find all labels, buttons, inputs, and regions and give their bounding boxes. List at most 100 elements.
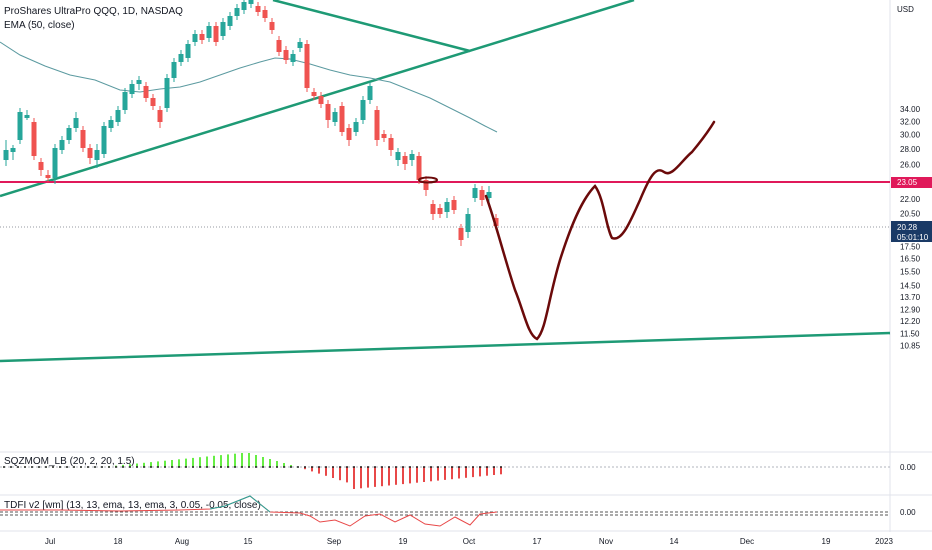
sqz-dot — [416, 466, 418, 468]
ema-line — [0, 41, 498, 133]
candle-body — [248, 0, 254, 4]
y-tick-label: 12.20 — [900, 317, 921, 326]
sqz-bar — [318, 467, 320, 474]
candle-body — [157, 110, 163, 122]
tdfi-legend[interactable]: TDFI v2 [wm] (13, 13, ema, 13, ema, 3, 0… — [4, 500, 261, 511]
x-tick-label: 18 — [114, 537, 123, 546]
candle-body — [276, 40, 282, 52]
x-tick-label: 19 — [399, 537, 408, 546]
sqz-dot — [227, 466, 229, 468]
sqz-dot — [304, 466, 306, 468]
sqz-dot — [80, 466, 82, 468]
level-price-text: 23.05 — [897, 178, 918, 187]
candle-body — [52, 148, 58, 178]
sqz-dot — [486, 466, 488, 468]
candle-body — [423, 180, 429, 190]
candle-body — [465, 214, 471, 232]
y-tick-label: 17.50 — [900, 242, 921, 251]
sqz-bar — [234, 453, 236, 467]
sqz-dot — [31, 466, 33, 468]
sqz-dot — [381, 466, 383, 468]
candle-body — [192, 34, 198, 42]
candle-body — [143, 86, 149, 98]
candle-body — [472, 188, 478, 198]
sqz-dot — [311, 466, 313, 468]
candle-body — [458, 228, 464, 240]
sqz-dot — [87, 466, 89, 468]
sqz-dot — [248, 466, 250, 468]
candle-body — [171, 62, 177, 78]
sqz-bar — [402, 467, 404, 485]
sqz-dot — [346, 466, 348, 468]
candle-body — [17, 112, 23, 140]
sqz-dot — [472, 466, 474, 468]
sqz-dot — [374, 466, 376, 468]
sqz-dot — [3, 466, 5, 468]
candle-body — [220, 22, 226, 36]
x-tick-label: 14 — [670, 537, 679, 546]
candle-body — [409, 154, 415, 160]
y-tick-label: 15.50 — [900, 268, 921, 277]
sqz-dot — [10, 466, 12, 468]
x-axis-ticks: Jul 18 Aug 15 Sep 19 Oct 17 Nov 14 Dec 19 2023 — [45, 537, 894, 546]
candle-body — [444, 202, 450, 212]
sqz-dot — [101, 466, 103, 468]
candle-body — [290, 54, 296, 62]
candle-body — [416, 156, 422, 180]
candle-body — [101, 126, 107, 154]
forecast-drawing[interactable] — [484, 120, 716, 341]
sqz-bar — [185, 458, 187, 467]
sqz-bar — [206, 456, 208, 467]
current-price-text: 20.28 — [897, 223, 918, 232]
sqz-bar — [199, 457, 201, 467]
x-tick-label: 19 — [822, 537, 831, 546]
ema-legend[interactable]: EMA (50, close) — [4, 20, 75, 31]
sqz-bar — [255, 455, 257, 467]
sqz-bar — [220, 455, 222, 467]
candle-body — [269, 22, 275, 30]
sqz-bar — [276, 461, 278, 467]
sqz-dot — [500, 466, 502, 468]
candle-body — [73, 118, 79, 128]
sqz-bar — [493, 467, 495, 475]
sqz-bar — [381, 467, 383, 487]
sqz-dot — [283, 466, 285, 468]
x-tick-label: 15 — [244, 537, 253, 546]
sqz-dot — [206, 466, 208, 468]
level-price-tag — [891, 177, 932, 188]
candle-body — [150, 98, 156, 106]
candle-body — [339, 106, 345, 132]
sqz-bar — [269, 459, 271, 467]
trendline-rising[interactable] — [0, 0, 635, 198]
trendline-upper[interactable] — [272, 0, 471, 53]
sqz-dot — [122, 466, 124, 468]
candle-body — [262, 10, 268, 18]
candle-body — [430, 204, 436, 214]
sqz-bar — [353, 467, 355, 489]
candle-body — [255, 6, 261, 12]
candle-body — [374, 110, 380, 140]
sqz-bar — [192, 457, 194, 467]
sqz-bar — [157, 461, 159, 467]
sqz-dot — [353, 466, 355, 468]
candle-body — [395, 152, 401, 160]
sqzmom-legend[interactable]: SQZMOM_LB (20, 2, 20, 1.5) — [4, 456, 135, 467]
sqz-bar — [416, 467, 418, 483]
drawing-mark[interactable] — [418, 176, 438, 184]
sqz-bar — [486, 467, 488, 476]
sqz-dot — [255, 466, 257, 468]
candle-body — [80, 130, 86, 148]
x-tick-label: 17 — [533, 537, 542, 546]
sqz-dot — [129, 466, 131, 468]
currency-label: USD — [897, 5, 914, 14]
sqz-bar — [367, 467, 369, 488]
sqz-dot — [164, 466, 166, 468]
candle-body — [451, 200, 457, 210]
sqz-dot — [269, 466, 271, 468]
sqz-dot — [465, 466, 467, 468]
trendline-support[interactable] — [0, 331, 891, 363]
sqz-bar — [178, 459, 180, 467]
candle-body — [388, 138, 394, 150]
sqz-bar — [430, 467, 432, 482]
